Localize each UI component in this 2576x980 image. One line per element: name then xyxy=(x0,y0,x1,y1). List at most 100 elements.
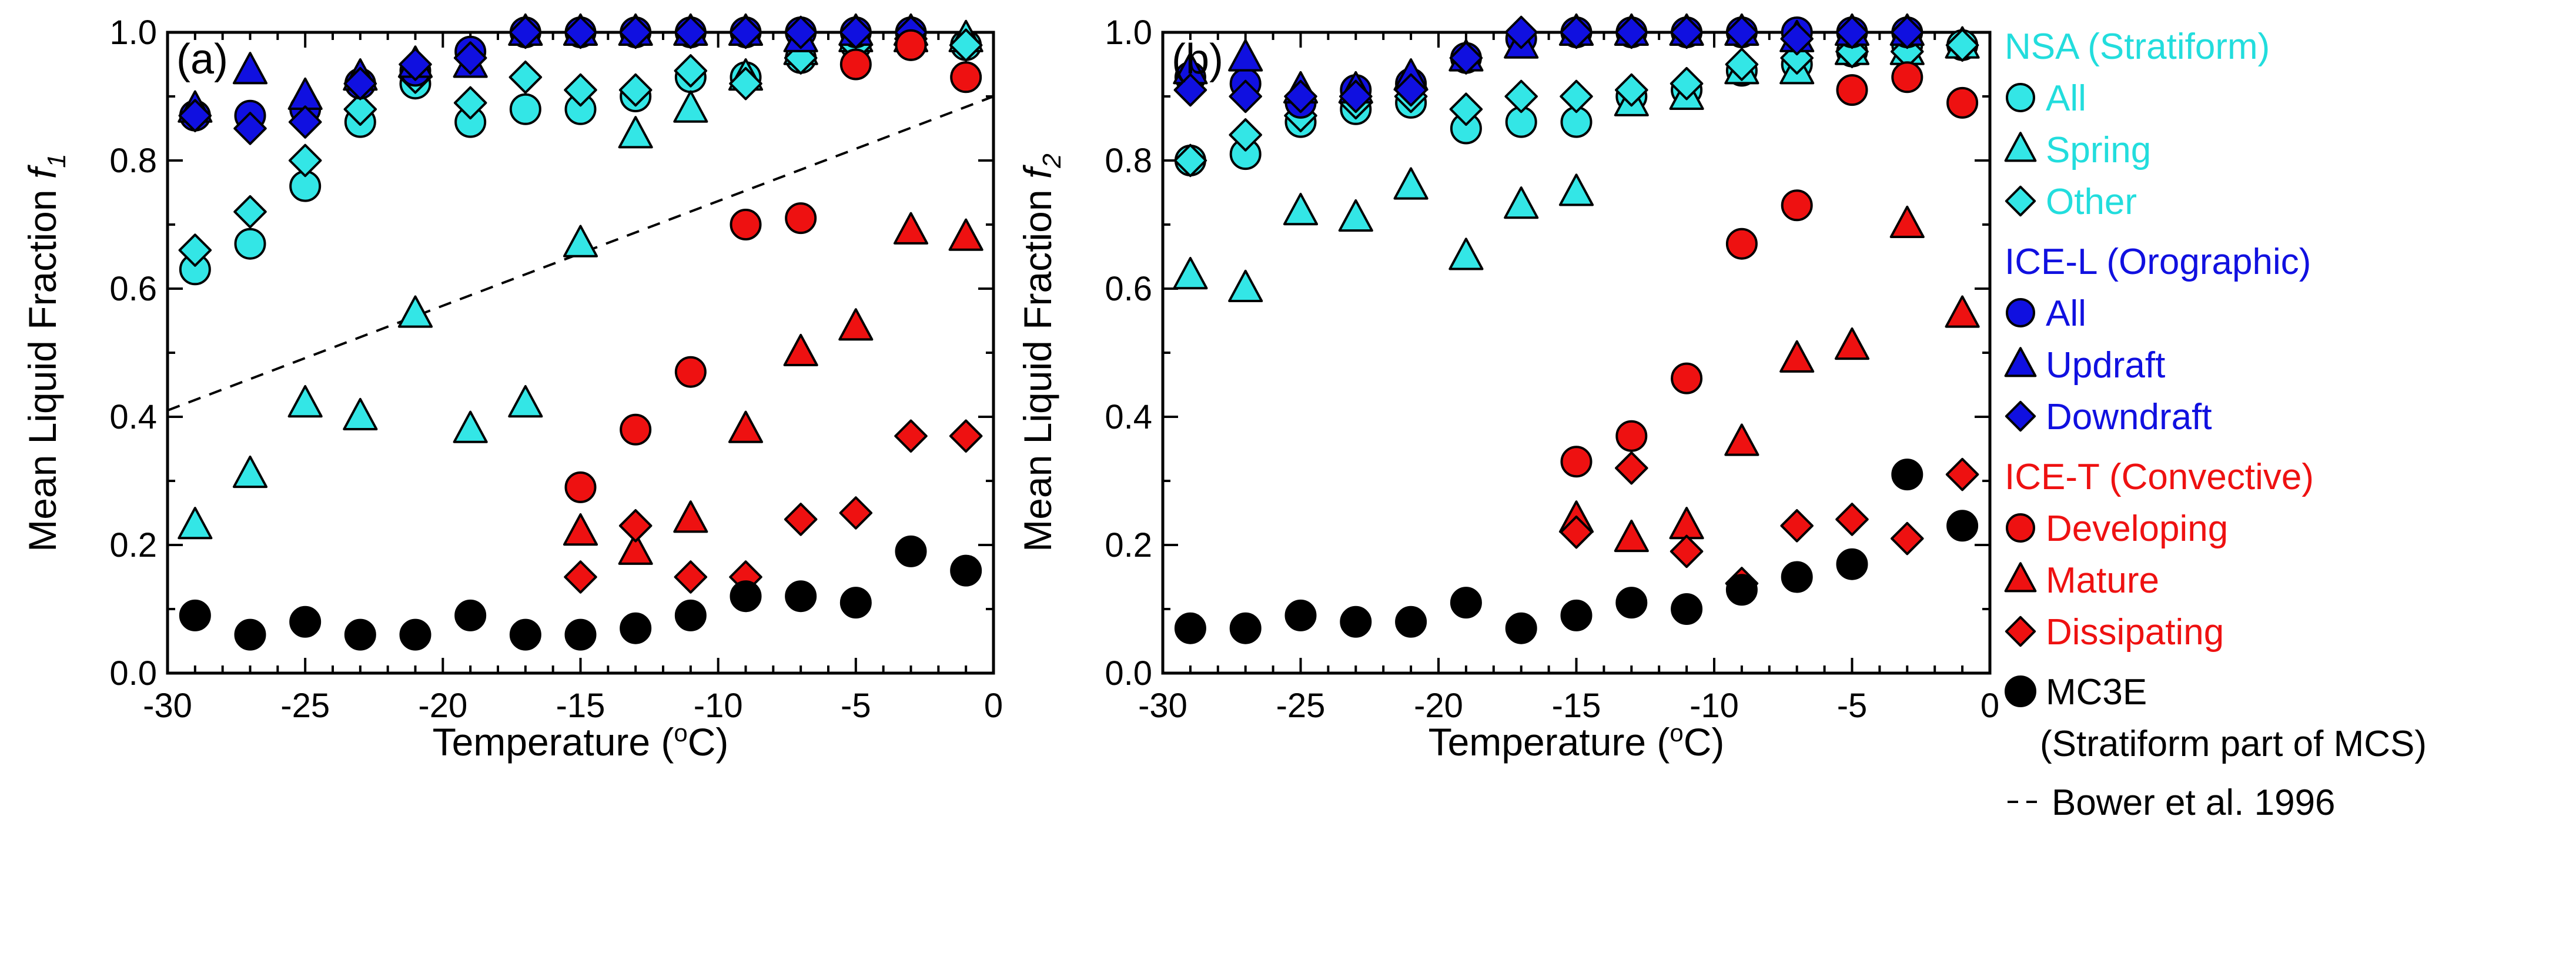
data-point xyxy=(287,385,323,418)
data-point xyxy=(1670,66,1704,101)
legend-mc3e-label: MC3E xyxy=(2046,672,2147,713)
data-point xyxy=(564,15,597,49)
data-point xyxy=(785,580,817,613)
data-point xyxy=(893,212,929,245)
x-tick-label: -15 xyxy=(1552,687,1601,725)
x-tick-label: -25 xyxy=(1276,687,1326,725)
legend-item-label: Developing xyxy=(2046,509,2228,549)
panel-b: -30 -25 -20 -15 -10 -5 0 0.0 0.2 0.4 0.6 0.8 1.0 Temp… xyxy=(1016,13,1999,764)
series-ice-t-mature xyxy=(563,212,983,565)
data-point xyxy=(1394,73,1428,107)
data-point xyxy=(233,112,267,145)
x-axis-label-sup: o xyxy=(674,719,687,747)
data-point xyxy=(343,66,377,101)
data-point xyxy=(1174,612,1206,644)
data-point xyxy=(399,618,431,651)
legend-group-title: ICE-L (Orographic) xyxy=(2005,242,2311,282)
x-tick-label: -10 xyxy=(694,687,743,725)
data-point xyxy=(1229,612,1262,644)
data-point xyxy=(1505,612,1537,644)
data-point xyxy=(289,606,322,638)
data-point xyxy=(1669,507,1704,540)
data-point xyxy=(178,99,212,132)
data-point xyxy=(784,15,818,49)
data-point xyxy=(1946,510,1979,542)
data-point xyxy=(234,618,266,651)
data-point xyxy=(620,612,652,644)
data-point xyxy=(1450,587,1482,619)
legend-diamond-icon xyxy=(2005,185,2036,217)
y-axis-label-sub: 2 xyxy=(1038,153,1066,168)
y-tick-label: 0.0 xyxy=(109,654,157,693)
y-tick-label: 1.0 xyxy=(1105,14,1152,52)
x-axis-label-text: Temperature ( xyxy=(433,720,674,764)
data-point xyxy=(1725,48,1759,81)
data-point xyxy=(454,599,487,631)
data-point xyxy=(838,308,874,341)
x-tick-label: -25 xyxy=(280,687,330,725)
data-point xyxy=(1228,269,1263,302)
data-point xyxy=(618,15,653,49)
data-point xyxy=(1615,451,1648,485)
series-ice-t-mature xyxy=(1558,205,1980,553)
x-tick-label: -20 xyxy=(418,687,467,725)
data-point xyxy=(343,92,377,126)
x-tick-label: 0 xyxy=(984,687,1003,725)
data-point xyxy=(730,580,762,613)
legend-triangle-icon xyxy=(2004,347,2037,377)
legend-item-label: Downdraft xyxy=(2046,397,2212,437)
legend-circle-icon xyxy=(2006,83,2035,112)
data-point xyxy=(453,86,487,120)
data-point xyxy=(1946,86,1979,119)
data-point xyxy=(1560,15,1593,49)
series-mc3e xyxy=(179,535,982,651)
data-point xyxy=(1615,587,1648,619)
data-point xyxy=(508,385,543,418)
data-point xyxy=(1340,606,1372,638)
y-tick-label: 0.4 xyxy=(1105,398,1152,436)
legend-circle-icon xyxy=(2006,513,2035,543)
data-point xyxy=(730,209,762,240)
legend-item-label: Dissipating xyxy=(2046,612,2224,653)
data-point xyxy=(1835,503,1869,536)
legend-diamond-icon xyxy=(2005,616,2036,647)
data-point xyxy=(1615,73,1648,107)
data-point xyxy=(1724,423,1759,456)
data-point xyxy=(1615,15,1648,49)
y-axis-label-text: Mean Liquid Fraction xyxy=(21,179,64,552)
data-point xyxy=(618,73,653,107)
data-point xyxy=(1945,457,1979,491)
data-point xyxy=(1945,295,1980,328)
y-axis-label-sub: 1 xyxy=(42,153,71,168)
y-tick-label: 0.6 xyxy=(109,270,157,308)
data-point xyxy=(1670,534,1704,568)
legend-item-label: Spring xyxy=(2046,130,2151,170)
data-point xyxy=(1284,79,1317,113)
data-point xyxy=(178,507,213,540)
legend-triangle-icon xyxy=(2004,132,2037,162)
data-point xyxy=(1449,92,1483,126)
data-point xyxy=(453,41,487,75)
data-point xyxy=(1504,15,1538,49)
series-ice-t-developing xyxy=(564,29,982,503)
series-mc3e xyxy=(1174,459,1979,644)
data-point xyxy=(1671,362,1703,394)
x-tick-label: 0 xyxy=(1980,687,1999,725)
panel-label: (a) xyxy=(176,36,228,83)
x-tick-label: -30 xyxy=(143,687,192,725)
x-axis-label: Temperature (oC) xyxy=(1428,719,1725,764)
data-point xyxy=(564,618,597,651)
y-tick-label: 0.2 xyxy=(109,526,157,564)
y-axis-label: Mean Liquid Fraction f2 xyxy=(1016,153,1066,552)
panel-label: (b) xyxy=(1172,36,1223,83)
legend-item-label: Other xyxy=(2046,182,2137,222)
x-tick-label: -20 xyxy=(1414,687,1463,725)
data-point xyxy=(178,233,212,267)
data-point xyxy=(1835,15,1869,49)
data-point xyxy=(1560,515,1593,549)
data-point xyxy=(673,500,708,533)
data-point xyxy=(509,93,541,125)
x-tick-label: -15 xyxy=(556,687,605,725)
data-point xyxy=(563,513,598,546)
x-tick-label: -5 xyxy=(841,687,871,725)
